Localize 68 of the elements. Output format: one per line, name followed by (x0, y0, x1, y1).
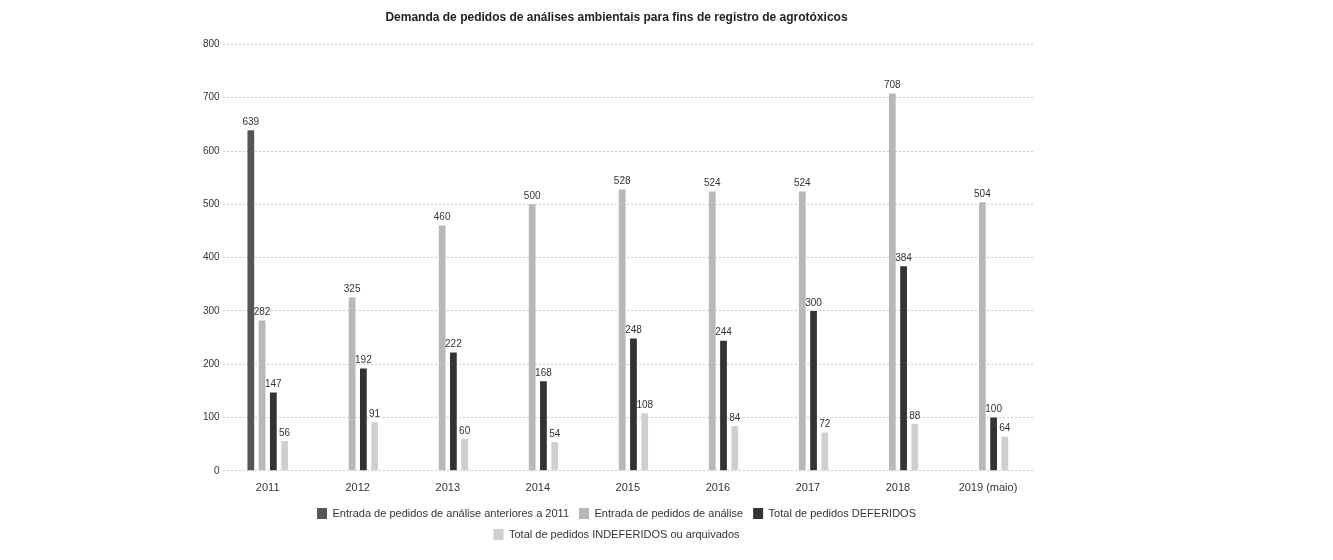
bar (720, 340, 727, 471)
data-label: 168 (535, 367, 553, 379)
bar (978, 202, 986, 471)
x-tick-label: 2016 (705, 481, 731, 494)
data-label: 504 (974, 187, 992, 199)
data-label: 528 (613, 175, 631, 187)
bar (810, 310, 817, 471)
legend-label: Total de pedidos DEFERIDOS (768, 506, 916, 519)
data-label: 64 (999, 422, 1011, 434)
data-label: 88 (909, 409, 921, 421)
data-label: 84 (729, 411, 741, 423)
data-label: 639 (242, 115, 260, 127)
bar (888, 93, 896, 471)
bar (618, 189, 626, 471)
y-tick-label: 500 (203, 198, 221, 210)
y-tick-label: 700 (203, 91, 221, 103)
bar (708, 191, 716, 471)
y-tick-label: 800 (203, 38, 221, 50)
y-tick-label: 300 (203, 304, 221, 316)
bar (247, 130, 255, 471)
bar (359, 368, 367, 471)
data-label: 500 (523, 190, 541, 202)
data-label: 100 (985, 403, 1003, 415)
bar (450, 352, 457, 471)
x-tick-label: 2019 (maio) (958, 481, 1018, 494)
y-tick-label: 400 (203, 251, 221, 263)
data-label: 524 (793, 177, 812, 189)
data-label: 708 (883, 79, 902, 91)
data-label: 248 (625, 324, 643, 336)
data-label: 282 (253, 306, 271, 318)
data-label: 147 (264, 378, 283, 390)
y-tick-label: 600 (203, 144, 221, 156)
bar (798, 191, 806, 471)
data-label: 54 (549, 427, 561, 439)
data-label: 91 (369, 408, 381, 420)
bar (269, 392, 277, 471)
data-label: 325 (343, 283, 361, 295)
x-tick-label: 2018 (885, 481, 911, 494)
x-tick-label: 2014 (525, 481, 551, 494)
data-label: 524 (703, 177, 722, 189)
bar (900, 266, 907, 471)
data-label: 244 (715, 326, 733, 338)
data-label: 108 (636, 398, 654, 410)
y-tick-label: 100 (203, 411, 221, 423)
bar (528, 204, 536, 471)
x-tick-label: 2012 (345, 481, 370, 494)
data-label: 60 (459, 424, 471, 436)
data-label: 72 (819, 418, 831, 430)
y-tick-label: 200 (203, 357, 221, 369)
bar (990, 417, 997, 471)
bar (630, 338, 637, 471)
x-tick-label: 2013 (435, 481, 461, 494)
data-label: 222 (445, 338, 463, 350)
x-tick-label: 2015 (615, 481, 641, 494)
chart-title: Demanda de pedidos de análises ambientais para fins de registro de agrotóxicos (385, 9, 848, 24)
legend-label: Total de pedidos INDEFERIDOS ou arquivados (509, 527, 740, 540)
data-label: 192 (355, 354, 373, 366)
x-tick-label: 2011 (255, 481, 280, 494)
data-label: 300 (805, 296, 823, 308)
data-label: 384 (895, 251, 913, 263)
data-label: 56 (279, 426, 291, 438)
legend-label: Entrada de pedidos de análise anteriores a 2011 (332, 506, 570, 519)
legend-label: Entrada de pedidos de análise (594, 506, 744, 519)
x-tick-label: 2017 (795, 481, 821, 494)
bar (540, 381, 547, 471)
bar (438, 225, 446, 471)
y-tick-label: 0 (214, 464, 221, 476)
data-label: 460 (433, 211, 451, 223)
